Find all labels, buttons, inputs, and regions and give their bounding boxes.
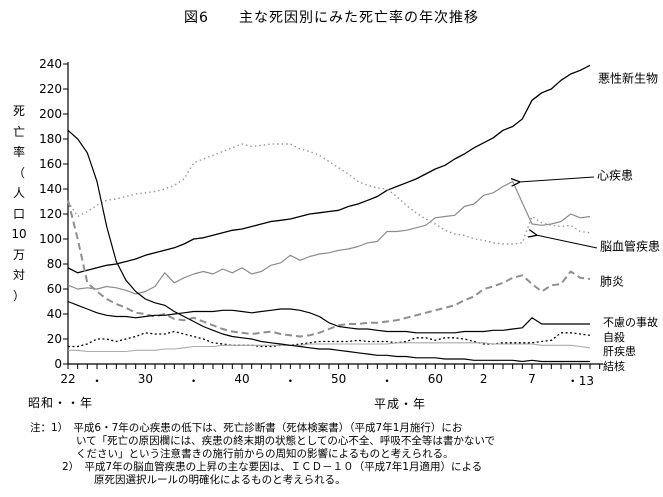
callout-arrow <box>519 176 595 182</box>
figure-title: 図6 主な死因別にみた死亡率の年次推移 <box>184 10 479 26</box>
series-label-cerebrovascular: 脳血管疾患 <box>600 239 661 254</box>
y-tick-label: 60 <box>46 282 62 296</box>
note-line: 2） 平成7年の脳血管疾患の上昇の主な要因は、ＩＣＤ－１０（平成7年1月適用）に… <box>62 461 483 473</box>
y-axis-title-char: 死 <box>12 104 25 118</box>
x-tick-label: 60 <box>427 372 443 386</box>
series-label-malignant: 悪性新生物 <box>598 71 659 86</box>
y-tick-label: 240 <box>39 57 62 71</box>
series-lines <box>67 64 591 363</box>
y-axis-title-char: 口 <box>12 206 25 221</box>
series-label-suicide: 自殺 <box>603 331 625 344</box>
y-axis-title-char: ） <box>12 288 25 303</box>
x-tick-label: ・ <box>90 374 104 388</box>
y-tick-label: 200 <box>39 107 62 121</box>
series-line-liver <box>68 342 591 353</box>
era-label-heisei: 平成・年 <box>374 397 427 411</box>
series-label-tuberculosis: 結核 <box>603 360 625 373</box>
y-axis-title-char: 万 <box>12 247 25 262</box>
y-tick-label: 0 <box>54 357 62 371</box>
y-axis-title-char: （ <box>12 165 25 180</box>
series-label-accidents: 不慮の事故 <box>603 316 658 329</box>
y-tick-label: 160 <box>39 157 62 171</box>
series-line-malignant <box>67 64 591 274</box>
x-tick-label: ・ <box>284 374 297 388</box>
y-axis-title-char: 率 <box>12 145 25 159</box>
y-tick-label: 140 <box>39 182 62 196</box>
era-label-showa: 昭和・・年 <box>28 396 94 410</box>
series-label-heart: 心疾患 <box>597 168 634 183</box>
y-tick-label: 220 <box>39 82 62 96</box>
note-line: 原死因選択ルールの明確化によるものと考えられる。 <box>94 474 346 486</box>
series-label-pneumonia: 肺炎 <box>600 274 625 289</box>
note-line: ください」という注意書きの施行前からの周知の影響によるものと考えられる。 <box>76 448 454 460</box>
series-line-suicide <box>68 330 591 348</box>
x-tick-label: 40 <box>234 372 250 386</box>
note-line: いて「死亡の原因欄には、疾患の終末期の状態としての心不全、呼吸不全等は書かないで <box>76 435 496 447</box>
series-line-pneumonia <box>67 200 591 338</box>
series-label-liver: 肝疾患 <box>603 345 636 358</box>
y-axis-title-char: 人 <box>12 186 25 200</box>
y-axis-title-char: 10 <box>11 227 27 241</box>
callout-arrow <box>536 235 598 249</box>
x-tick-label: 2 <box>479 372 488 386</box>
x-tick-label: ・ <box>187 374 200 388</box>
annotation-arrows <box>519 176 598 249</box>
chart-plot-area <box>63 62 603 369</box>
series-line-accidents <box>67 300 590 334</box>
y-axis-title-char: 対 <box>12 268 25 282</box>
y-axis-title-char: 亡 <box>12 124 25 139</box>
y-tick-label: 120 <box>39 207 62 221</box>
x-tick-label: 7 <box>528 372 536 386</box>
series-line-heart <box>67 180 591 295</box>
note-line: 注：1） 平成6・7年の心疾患の低下は、死亡診断書（死体検案書）（平成7年1月施… <box>30 422 463 434</box>
x-tick-label: ・ <box>380 374 394 388</box>
y-tick-label: 20 <box>46 332 62 346</box>
x-tick-label: 30 <box>137 372 153 386</box>
y-tick-label: 100 <box>39 232 62 246</box>
y-axis-title: 死亡率 （ 人口 10 万対 ） <box>6 101 32 306</box>
series-line-tuberculosis <box>67 129 590 363</box>
y-tick-label: 180 <box>39 132 62 146</box>
x-tick-label: ・13 <box>566 374 594 388</box>
x-tick-label: 22 <box>60 372 76 386</box>
axes <box>63 62 603 369</box>
series-line-cerebrovascular <box>67 143 591 245</box>
y-tick-label: 80 <box>46 257 62 271</box>
y-tick-label: 40 <box>46 307 62 321</box>
x-tick-label: 50 <box>331 372 347 386</box>
notes-block: 注：1） 平成6・7年の心疾患の低下は、死亡診断書（死体検案書）（平成7年1月施… <box>30 422 495 487</box>
